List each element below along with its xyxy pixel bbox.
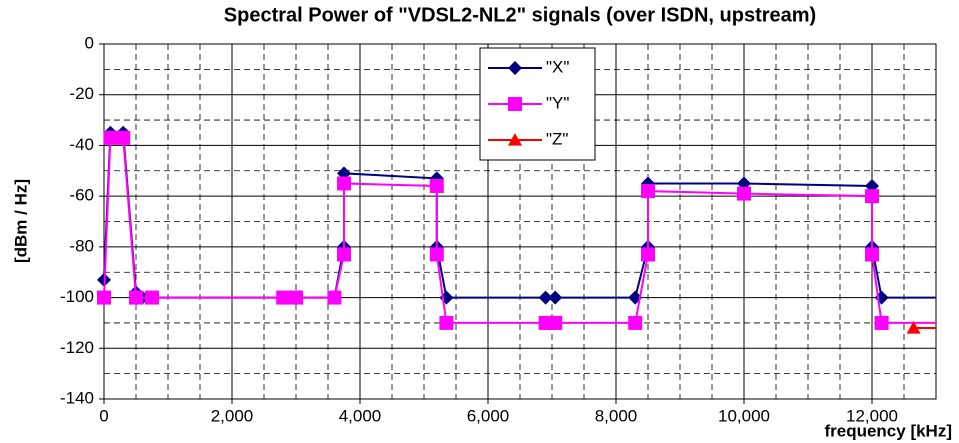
marker [628, 315, 643, 330]
marker [508, 61, 522, 75]
marker [538, 290, 553, 305]
legend-label: "Y" [546, 93, 569, 112]
marker [548, 290, 563, 305]
x-tick-label: 12,000 [846, 406, 898, 425]
marker [103, 130, 118, 145]
x-tick-label: 4,000 [339, 406, 382, 425]
marker [641, 247, 655, 262]
x-tick-label: 10,000 [718, 406, 770, 425]
plot-frame [103, 43, 937, 400]
x-tick-label: 6,000 [467, 406, 510, 425]
chart-title: Spectral Power of "VDSL2-NL2" signals (o… [224, 4, 816, 26]
y-tick-label: -80 [69, 236, 94, 255]
marker [874, 315, 889, 330]
marker [906, 321, 921, 334]
y-tick-label: -20 [69, 84, 94, 103]
marker [508, 133, 522, 146]
marker [276, 290, 291, 305]
legend-label: "X" [546, 57, 569, 76]
marker [439, 315, 454, 330]
marker [865, 189, 879, 204]
marker [641, 184, 655, 199]
marker [737, 186, 751, 201]
marker [429, 247, 444, 262]
x-tick-label: 0 [99, 406, 108, 425]
marker [548, 315, 563, 330]
y-tick-label: -60 [69, 186, 94, 205]
legend-label: "Z" [546, 129, 568, 148]
y-tick-label: -40 [69, 135, 94, 154]
y-tick-label: -120 [60, 338, 94, 357]
y-tick-label: 0 [85, 33, 94, 52]
marker [129, 290, 143, 305]
marker [337, 247, 351, 262]
marker [289, 290, 303, 305]
marker [327, 290, 342, 305]
marker [337, 176, 351, 191]
marker [145, 290, 159, 305]
y-axis-label: [dBm / Hz] [11, 179, 30, 263]
y-tick-label: -140 [60, 388, 94, 407]
x-axis-label: frequency [kHz] [824, 421, 952, 440]
marker [97, 290, 111, 305]
marker [865, 247, 879, 262]
x-tick-label: 8,000 [595, 406, 638, 425]
y-tick-label: -100 [60, 287, 94, 306]
marker [116, 130, 131, 145]
marker [508, 97, 522, 111]
x-tick-label: 2,000 [211, 406, 254, 425]
marker [429, 179, 444, 193]
